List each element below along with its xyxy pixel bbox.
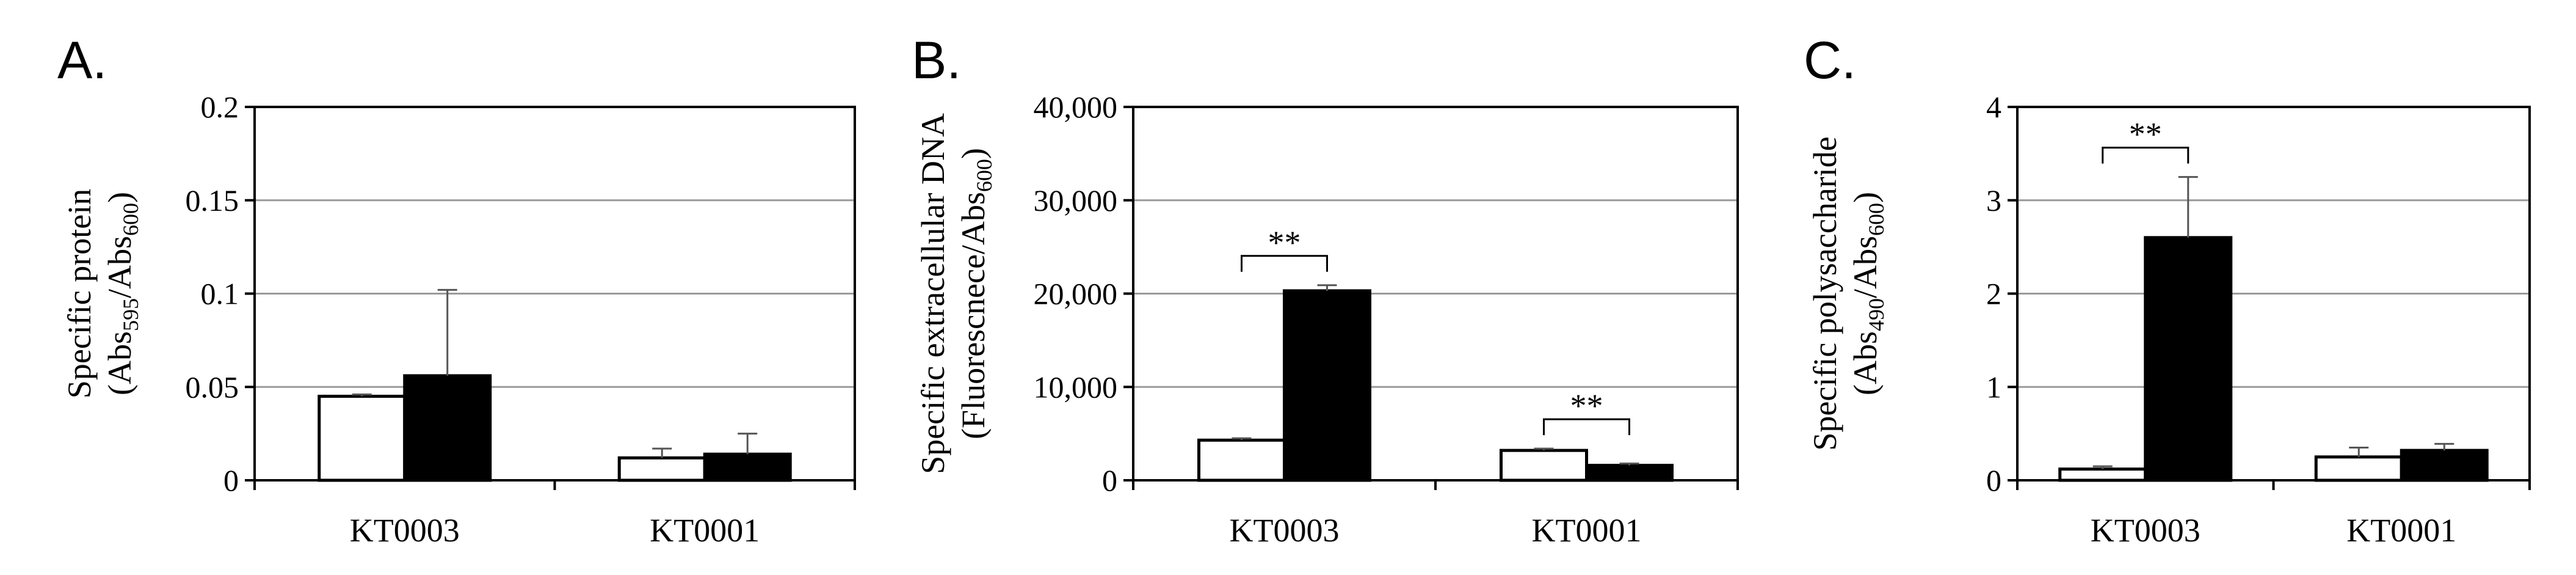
y-label-part: (Abs (101, 331, 138, 395)
y-label-part: /Abs (101, 236, 138, 298)
x-tick-label: KT0001 (1532, 512, 1642, 549)
bar (2144, 236, 2233, 482)
x-tick-label: KT0003 (2091, 512, 2200, 549)
significance-bracket (2102, 147, 2190, 164)
y-tick-label: 20,000 (1034, 277, 1118, 311)
significance-label: ** (1570, 387, 1603, 424)
x-tick-label: KT0003 (350, 512, 460, 549)
panel-letter: A. (57, 31, 107, 90)
y-label-part: 595 (118, 298, 143, 331)
panel-letter: C. (1804, 31, 1856, 90)
y-tick-label: 0.2 (201, 90, 239, 124)
y-tick-label: 1 (1986, 370, 2001, 404)
bar (317, 395, 407, 482)
x-tick-label: KT0001 (650, 512, 760, 549)
y-axis-label: Specific polysaccharide (Abs490/Abs600) (1807, 136, 1888, 450)
panel-letter: B. (912, 31, 961, 90)
y-tick-label: 0 (223, 463, 239, 497)
bar (403, 374, 492, 482)
y-label-part: 600 (972, 159, 996, 192)
y-tick-label: 40,000 (1034, 90, 1118, 124)
y-tick-label: 0 (1102, 463, 1117, 497)
bar (2314, 455, 2403, 482)
y-tick-label: 0.1 (201, 277, 239, 311)
bar (1500, 449, 1588, 482)
y-axis-label: Specific protein (Abs595/Abs600) (61, 189, 143, 398)
y-label-line: Specific polysaccharide (1807, 136, 1843, 450)
y-tick-label: 10,000 (1034, 370, 1118, 404)
bar (1585, 464, 1674, 482)
bar (1283, 289, 1371, 482)
y-axis-label: Specific extracellular DNA (Fluorescnece/… (915, 113, 996, 474)
y-tick-label: 4 (1986, 90, 2001, 124)
bar (617, 456, 706, 482)
y-tick-label: 0.15 (186, 183, 239, 218)
x-tick-label: KT0003 (1230, 512, 1340, 549)
y-tick-label: 30,000 (1034, 183, 1118, 218)
y-label-part: /Abs (1847, 236, 1884, 298)
y-tick-label: 0 (1986, 463, 2001, 497)
x-tick-label: KT0001 (2346, 512, 2456, 549)
bar (2058, 467, 2147, 482)
y-label-part: 600 (1864, 203, 1888, 236)
y-tick-label: 2 (1986, 277, 2001, 311)
y-label-part: (Abs (1847, 331, 1884, 395)
bar (1197, 438, 1286, 482)
y-label-part: (Fluorescnece/Abs (955, 192, 992, 439)
y-label-part: 600 (118, 203, 143, 236)
significance-bracket (1241, 255, 1328, 272)
y-label-part: ) (101, 192, 138, 203)
bar (703, 452, 792, 482)
significance-label: ** (1268, 224, 1301, 261)
y-label-line: Specific protein (61, 189, 98, 398)
y-tick-label: 0.05 (186, 370, 239, 404)
significance-label: ** (2129, 116, 2162, 153)
y-label-part: ) (1847, 192, 1884, 203)
y-label-line: Specific extracellular DNA (915, 113, 951, 474)
bar (2400, 449, 2489, 482)
y-label-part: ) (955, 148, 992, 159)
y-label-part: 490 (1864, 298, 1888, 331)
significance-bracket (1543, 418, 1630, 436)
y-tick-label: 3 (1986, 183, 2001, 218)
